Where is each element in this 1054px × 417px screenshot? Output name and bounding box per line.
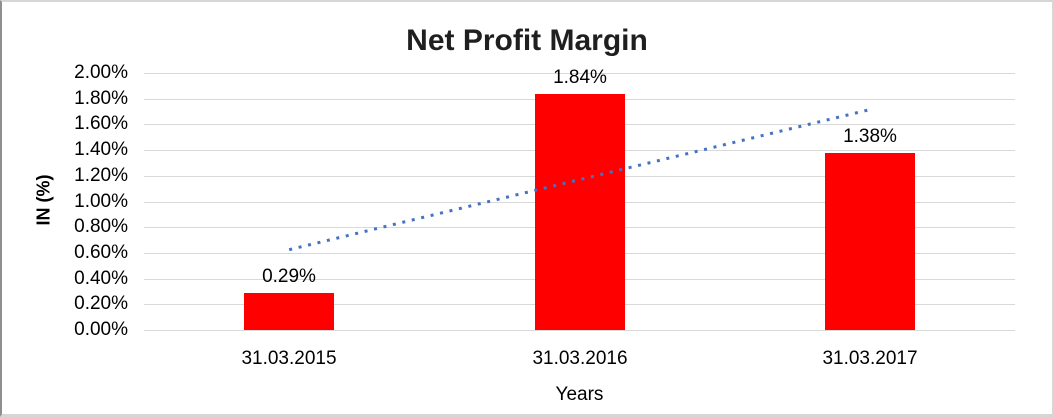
- data-label: 1.84%: [553, 67, 607, 88]
- gridline: [144, 73, 1015, 74]
- y-tick-label: 0.40%: [74, 268, 128, 289]
- bar: [535, 94, 625, 330]
- chart-title: Net Profit Margin: [406, 24, 648, 57]
- data-label: 0.29%: [262, 266, 316, 287]
- y-tick-label: 1.60%: [74, 113, 128, 134]
- data-label: 1.38%: [843, 126, 897, 147]
- y-tick-label: 1.80%: [74, 88, 128, 109]
- y-tick-label: 0.00%: [74, 319, 128, 340]
- y-tick-label: 0.60%: [74, 242, 128, 263]
- bar: [244, 293, 334, 330]
- gridline: [144, 330, 1015, 331]
- y-tick-label: 2.00%: [74, 62, 128, 83]
- x-axis-title: Years: [555, 384, 604, 405]
- y-tick-label: 1.40%: [74, 139, 128, 160]
- bar: [825, 153, 915, 330]
- category-label: 31.03.2017: [822, 348, 918, 369]
- y-tick-label: 0.80%: [74, 216, 128, 237]
- y-tick-label: 1.00%: [74, 191, 128, 212]
- y-tick-label: 0.20%: [74, 293, 128, 314]
- category-label: 31.03.2015: [241, 348, 337, 369]
- y-tick-label: 1.20%: [74, 165, 128, 186]
- category-label: 31.03.2016: [532, 348, 628, 369]
